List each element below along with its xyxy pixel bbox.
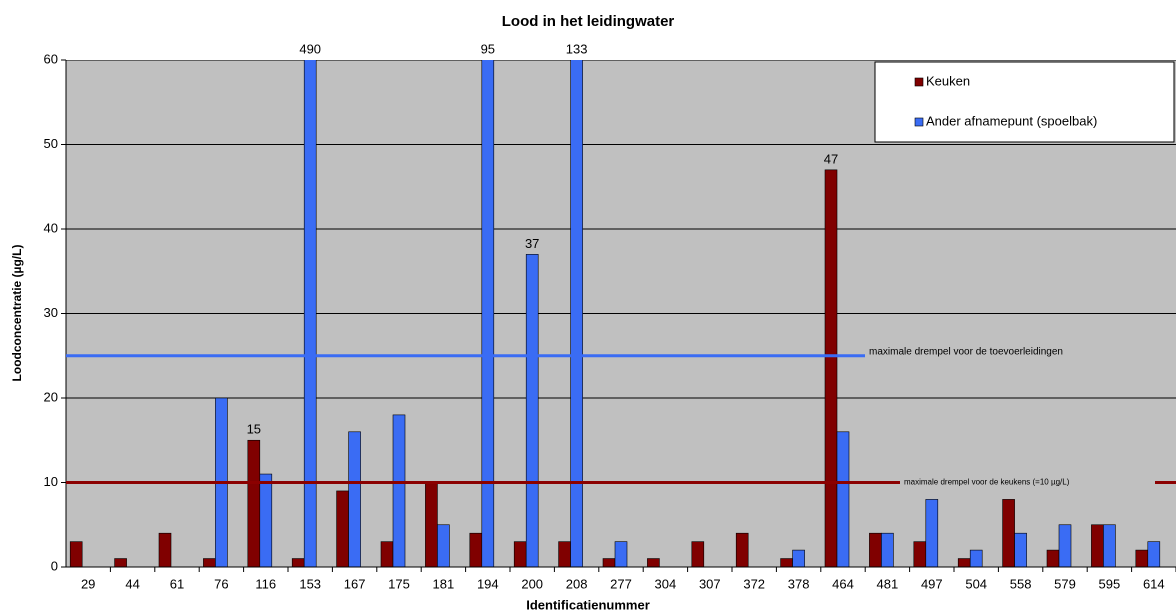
x-tick-label: 76 [214, 576, 228, 591]
x-tick-label: 194 [477, 576, 499, 591]
x-tick-label: 614 [1143, 576, 1165, 591]
bar [602, 558, 616, 567]
bar [1147, 541, 1161, 567]
x-tick-label: 481 [877, 576, 899, 591]
x-tick-label: 167 [344, 576, 366, 591]
bar [291, 558, 305, 567]
threshold-label-bg [900, 475, 1155, 490]
y-tick-label: 10 [44, 474, 58, 489]
bar [158, 532, 172, 567]
data-label: 133 [566, 41, 588, 56]
bar [558, 541, 571, 567]
legend-label: Ander afnamepunt (spoelbak) [926, 113, 1097, 128]
x-tick-label: 579 [1054, 576, 1076, 591]
x-tick-label: 29 [81, 576, 95, 591]
bar [869, 532, 882, 567]
bar [425, 482, 438, 567]
bar [1046, 549, 1060, 567]
data-label: 37 [525, 236, 539, 251]
bar [570, 60, 583, 567]
x-tick-label: 304 [655, 576, 677, 591]
bar [1135, 549, 1149, 567]
threshold-label: maximale drempel voor de keukens (=10 µg… [904, 478, 1070, 487]
plot [66, 60, 1176, 567]
data-label: 490 [299, 41, 321, 56]
bar [614, 541, 628, 567]
chart-title: Lood in het leidingwater [502, 13, 675, 30]
data-label: 47 [824, 151, 838, 166]
bar [348, 431, 361, 567]
bar [735, 532, 749, 567]
x-tick-label: 116 [255, 576, 276, 591]
bar [1058, 524, 1072, 567]
y-tick-label: 60 [44, 51, 58, 66]
bar [836, 431, 850, 567]
x-tick-label: 307 [699, 576, 721, 591]
bar [259, 473, 273, 567]
x-axis-label: Identificatienummer [526, 597, 650, 612]
bar [881, 532, 894, 567]
x-tick-label: 277 [610, 576, 632, 591]
bar [824, 169, 838, 567]
bar [969, 549, 983, 567]
x-tick-label: 200 [521, 576, 543, 591]
x-tick-label: 595 [1099, 576, 1121, 591]
x-tick-label: 61 [170, 576, 184, 591]
bar [525, 254, 539, 567]
bar [336, 490, 349, 567]
bar [247, 439, 261, 567]
x-tick-label: 208 [566, 576, 588, 591]
legend-label: Keuken [926, 73, 970, 88]
x-tick-label: 44 [125, 576, 139, 591]
y-tick-label: 0 [51, 558, 58, 573]
bar [780, 558, 793, 567]
bar [1091, 524, 1104, 567]
y-tick-label: 50 [44, 136, 58, 151]
x-tick-label: 175 [388, 576, 410, 591]
data-label: 95 [481, 41, 495, 56]
bar [513, 541, 527, 567]
bar [1002, 499, 1015, 567]
legend-swatch [914, 77, 924, 87]
bar [913, 541, 927, 567]
y-tick-label: 20 [44, 389, 58, 404]
bar [380, 541, 394, 567]
bar [1014, 532, 1027, 567]
x-tick-label: 504 [965, 576, 987, 591]
x-tick-label: 464 [832, 576, 854, 591]
bar [69, 541, 83, 567]
bar [792, 549, 805, 567]
legend-box [874, 61, 1175, 143]
x-tick-label: 378 [788, 576, 810, 591]
data-label: 15 [247, 422, 261, 437]
bar [114, 558, 127, 567]
bar [469, 532, 483, 567]
y-tick-label: 40 [44, 220, 58, 235]
bar [691, 541, 705, 567]
bar [437, 524, 450, 567]
x-tick-label: 181 [433, 576, 455, 591]
y-axis-label: Loodconcentratie (µg/L) [10, 245, 24, 382]
x-tick-label: 497 [921, 576, 943, 591]
bar [1103, 524, 1116, 567]
x-tick-label: 558 [1010, 576, 1032, 591]
bar [957, 558, 971, 567]
bar [481, 60, 495, 567]
bar [647, 558, 660, 567]
legend-swatch [914, 117, 924, 127]
bar [203, 558, 216, 567]
bar [303, 60, 317, 567]
x-tick-label: 153 [299, 576, 321, 591]
bar [392, 414, 406, 567]
bar [925, 499, 939, 567]
x-tick-label: 372 [743, 576, 765, 591]
threshold-label: maximale drempel voor de toevoerleidinge… [869, 346, 1063, 357]
y-tick-label: 30 [44, 305, 58, 320]
